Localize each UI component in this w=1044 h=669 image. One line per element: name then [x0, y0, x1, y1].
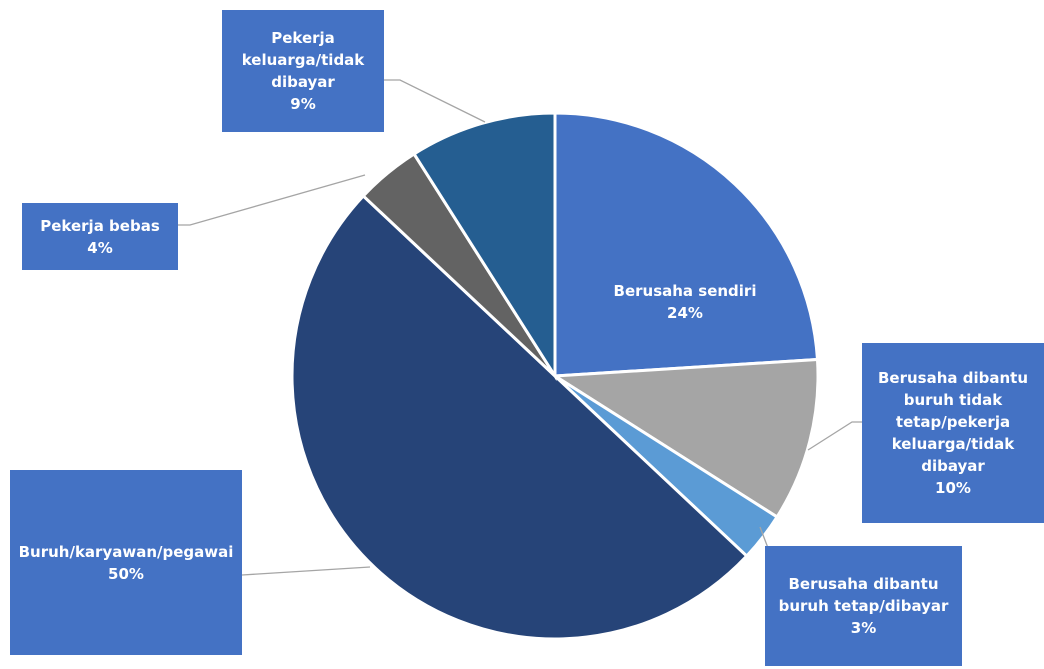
label-value: 10%: [935, 479, 971, 497]
data-label: Berusaha sendiri 24%: [590, 262, 780, 342]
label-value: 9%: [290, 95, 316, 113]
pie-slice: [553, 111, 820, 378]
pie-slice: [412, 111, 557, 382]
leader-line: [759, 526, 769, 549]
label-name: Buruh/karyawan/pegawai: [18, 542, 234, 561]
label-value: 50%: [108, 564, 144, 583]
label-name: Berusaha dibantu buruh tetap/dibayar: [778, 575, 949, 615]
label-value: 24%: [667, 304, 703, 322]
label-name: Pekerja bebas: [40, 216, 160, 235]
leader-line: [178, 174, 366, 226]
data-label: Pekerja bebas 4%: [22, 203, 178, 270]
data-label: Pekerja keluarga/tidak dibayar 9%: [222, 10, 384, 132]
label-value: 3%: [850, 619, 877, 637]
data-label: Berusaha dibantu buruh tetap/dibayar 3%: [765, 546, 962, 666]
pie-slice: [550, 357, 820, 519]
label-name: Berusaha sendiri: [613, 282, 757, 300]
pie-slice: [290, 193, 749, 641]
label-value: 4%: [87, 238, 113, 257]
label-name: Pekerja keluarga/tidak dibayar: [241, 29, 365, 91]
leader-line: [241, 566, 371, 576]
leader-line: [384, 79, 486, 123]
data-label: Buruh/karyawan/pegawai 50%: [10, 470, 242, 655]
data-label: Berusaha dibantu buruh tidak tetap/peker…: [862, 343, 1044, 523]
label-name: Berusaha dibantu buruh tidak tetap/peker…: [877, 369, 1029, 475]
leader-line: [807, 421, 862, 451]
